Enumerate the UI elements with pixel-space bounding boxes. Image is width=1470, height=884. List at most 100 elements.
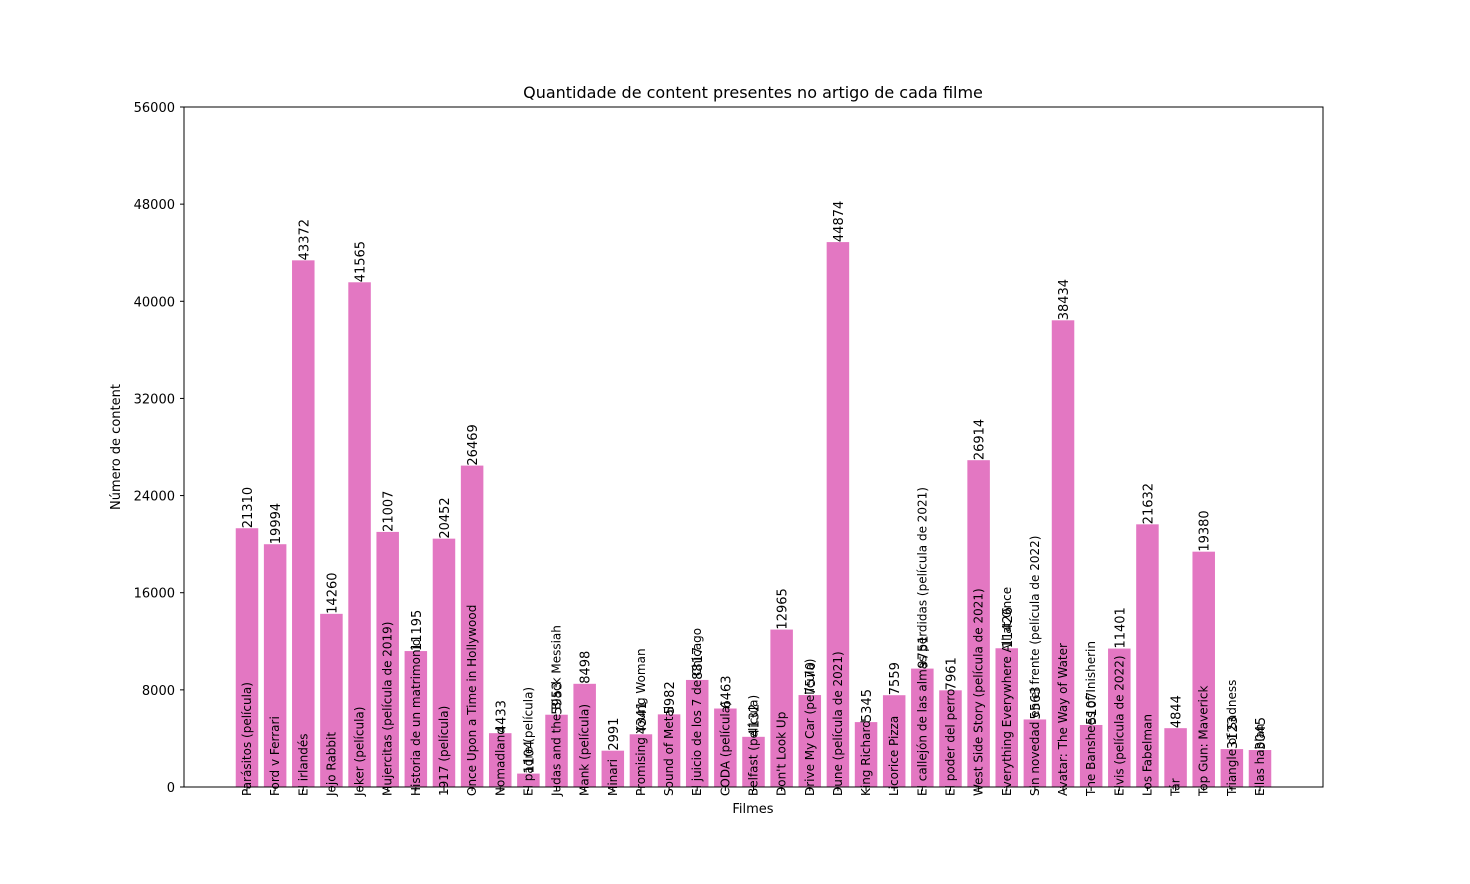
bar <box>573 683 596 787</box>
data-label: 3045 <box>1254 717 1269 750</box>
category-labels: Parásitos (película) Ford v Ferrari El irl… <box>240 487 1267 797</box>
data-label: 11401 <box>1113 607 1128 648</box>
bar <box>235 528 259 787</box>
bar <box>1136 524 1159 787</box>
data-label: 8498 <box>579 651 594 684</box>
y-tick-label: 56000 <box>134 101 175 116</box>
data-label: 38434 <box>1057 279 1072 320</box>
x-tick-label: Licorice Pizza <box>887 716 901 796</box>
value-labels: 21310 19994 43372 14260 41565 21007 11195 20452… <box>241 201 1269 774</box>
data-label: 41565 <box>354 241 369 282</box>
bar <box>404 651 428 787</box>
bar <box>1051 320 1075 787</box>
data-label: 5982 <box>663 681 678 714</box>
x-tick-label: Jojo Rabbit <box>324 732 338 797</box>
bar <box>545 714 568 787</box>
data-label: 4341 <box>635 701 650 734</box>
bar <box>376 531 399 787</box>
x-tick-label: Once Upon a Time in Hollywood <box>465 605 479 796</box>
x-tick-label: Everything Everywhere All at Once <box>1000 587 1014 796</box>
bar <box>488 733 512 787</box>
bar <box>854 722 878 787</box>
data-label: 11426 <box>1001 607 1016 648</box>
y-tick-label: 40000 <box>134 295 175 310</box>
bar <box>1220 749 1244 787</box>
data-label: 5107 <box>1085 692 1100 725</box>
x-tick-label: Drive My Car (película) <box>803 659 817 796</box>
data-label: 26914 <box>973 419 988 460</box>
x-tick-label: Parásitos (película) <box>240 682 254 796</box>
y-tick-label: 8000 <box>142 684 175 699</box>
data-label: 44874 <box>832 201 847 242</box>
x-tick-label: Minari <box>606 759 620 796</box>
data-label: 5563 <box>1029 686 1044 719</box>
x-tick-label: Dune (película de 2021) <box>831 651 845 796</box>
bar <box>1164 728 1187 787</box>
x-tick-label: Historia de un matrimonio <box>409 639 423 796</box>
data-label: 26469 <box>466 424 481 465</box>
data-label: 14260 <box>325 572 340 613</box>
x-tick-label: CODA (película) <box>718 701 732 796</box>
x-axis-title: Filmes <box>732 802 773 817</box>
data-label: 4433 <box>494 700 509 733</box>
y-tick-label: 32000 <box>134 392 175 407</box>
y-axis: 0 8000 16000 24000 32000 40000 48000 56000 <box>134 101 184 796</box>
bars-group <box>235 242 1272 788</box>
chart-title: Quantidade de content presentes no artig… <box>523 83 983 102</box>
data-label: 21007 <box>382 491 397 532</box>
bar <box>292 260 315 788</box>
bar <box>1192 551 1215 787</box>
data-label: 4844 <box>1170 695 1185 728</box>
x-tick-label: Ellas hablan <box>1253 723 1267 796</box>
data-label: 9751 <box>916 636 931 669</box>
data-label: 3123 <box>1226 716 1241 749</box>
bar <box>348 282 371 787</box>
x-tick-label: El juicio de los 7 de Chicago <box>690 628 704 796</box>
data-label: 19380 <box>1198 510 1213 551</box>
data-label: 6463 <box>719 675 734 708</box>
x-tick-label: Judas and the Black Messiah <box>550 625 564 797</box>
x-tick-label: Nomadland <box>493 727 507 796</box>
bar <box>685 679 709 787</box>
data-label: 11195 <box>410 610 425 651</box>
bar <box>939 690 962 787</box>
bar <box>1248 750 1272 787</box>
bar <box>432 538 456 787</box>
x-tick-label: Triangle of Sadness <box>1225 680 1239 797</box>
data-label: 7961 <box>944 657 959 690</box>
x-tick-label: Elvis (película de 2022) <box>1112 655 1126 796</box>
x-tick-label: Promising Young Woman <box>634 648 648 796</box>
x-tick-label: West Side Story (película de 2021) <box>972 588 986 796</box>
x-tick-label: Mujercitas (película de 2019) <box>381 622 395 797</box>
y-tick-label: 24000 <box>134 490 175 505</box>
x-tick-label: El poder del perro <box>943 689 957 796</box>
bar <box>629 734 653 787</box>
bar <box>601 750 625 787</box>
data-label: 19994 <box>269 503 284 544</box>
x-tick-label: Sin novedad en el frente (película de 20… <box>1028 536 1042 796</box>
bar <box>995 648 1019 787</box>
data-label: 21632 <box>1141 483 1156 524</box>
data-label: 20452 <box>438 497 453 538</box>
x-tick-label: The Banshees of Inisherin <box>1084 641 1098 797</box>
bar <box>714 708 737 787</box>
bar <box>1023 719 1047 787</box>
bar <box>967 460 990 787</box>
bar <box>517 773 540 787</box>
y-axis-title: Número de content <box>109 384 124 510</box>
x-tick-label: Belfast (película) <box>747 695 761 796</box>
x-tick-label: King Richard <box>859 720 873 796</box>
bar <box>1108 648 1131 787</box>
x-tick-label: Top Gun: Maverick <box>1197 686 1211 797</box>
data-label: 1104 <box>522 741 537 774</box>
bar <box>1079 724 1103 787</box>
bar <box>826 242 850 787</box>
bar <box>911 668 934 787</box>
y-tick-label: 48000 <box>134 198 175 213</box>
data-label: 7570 <box>804 662 819 695</box>
x-tick-label: Don't Look Up <box>775 712 789 796</box>
data-label: 5953 <box>551 682 566 715</box>
data-label: 43372 <box>297 219 312 260</box>
x-tick-label: El irlandés <box>296 733 310 796</box>
